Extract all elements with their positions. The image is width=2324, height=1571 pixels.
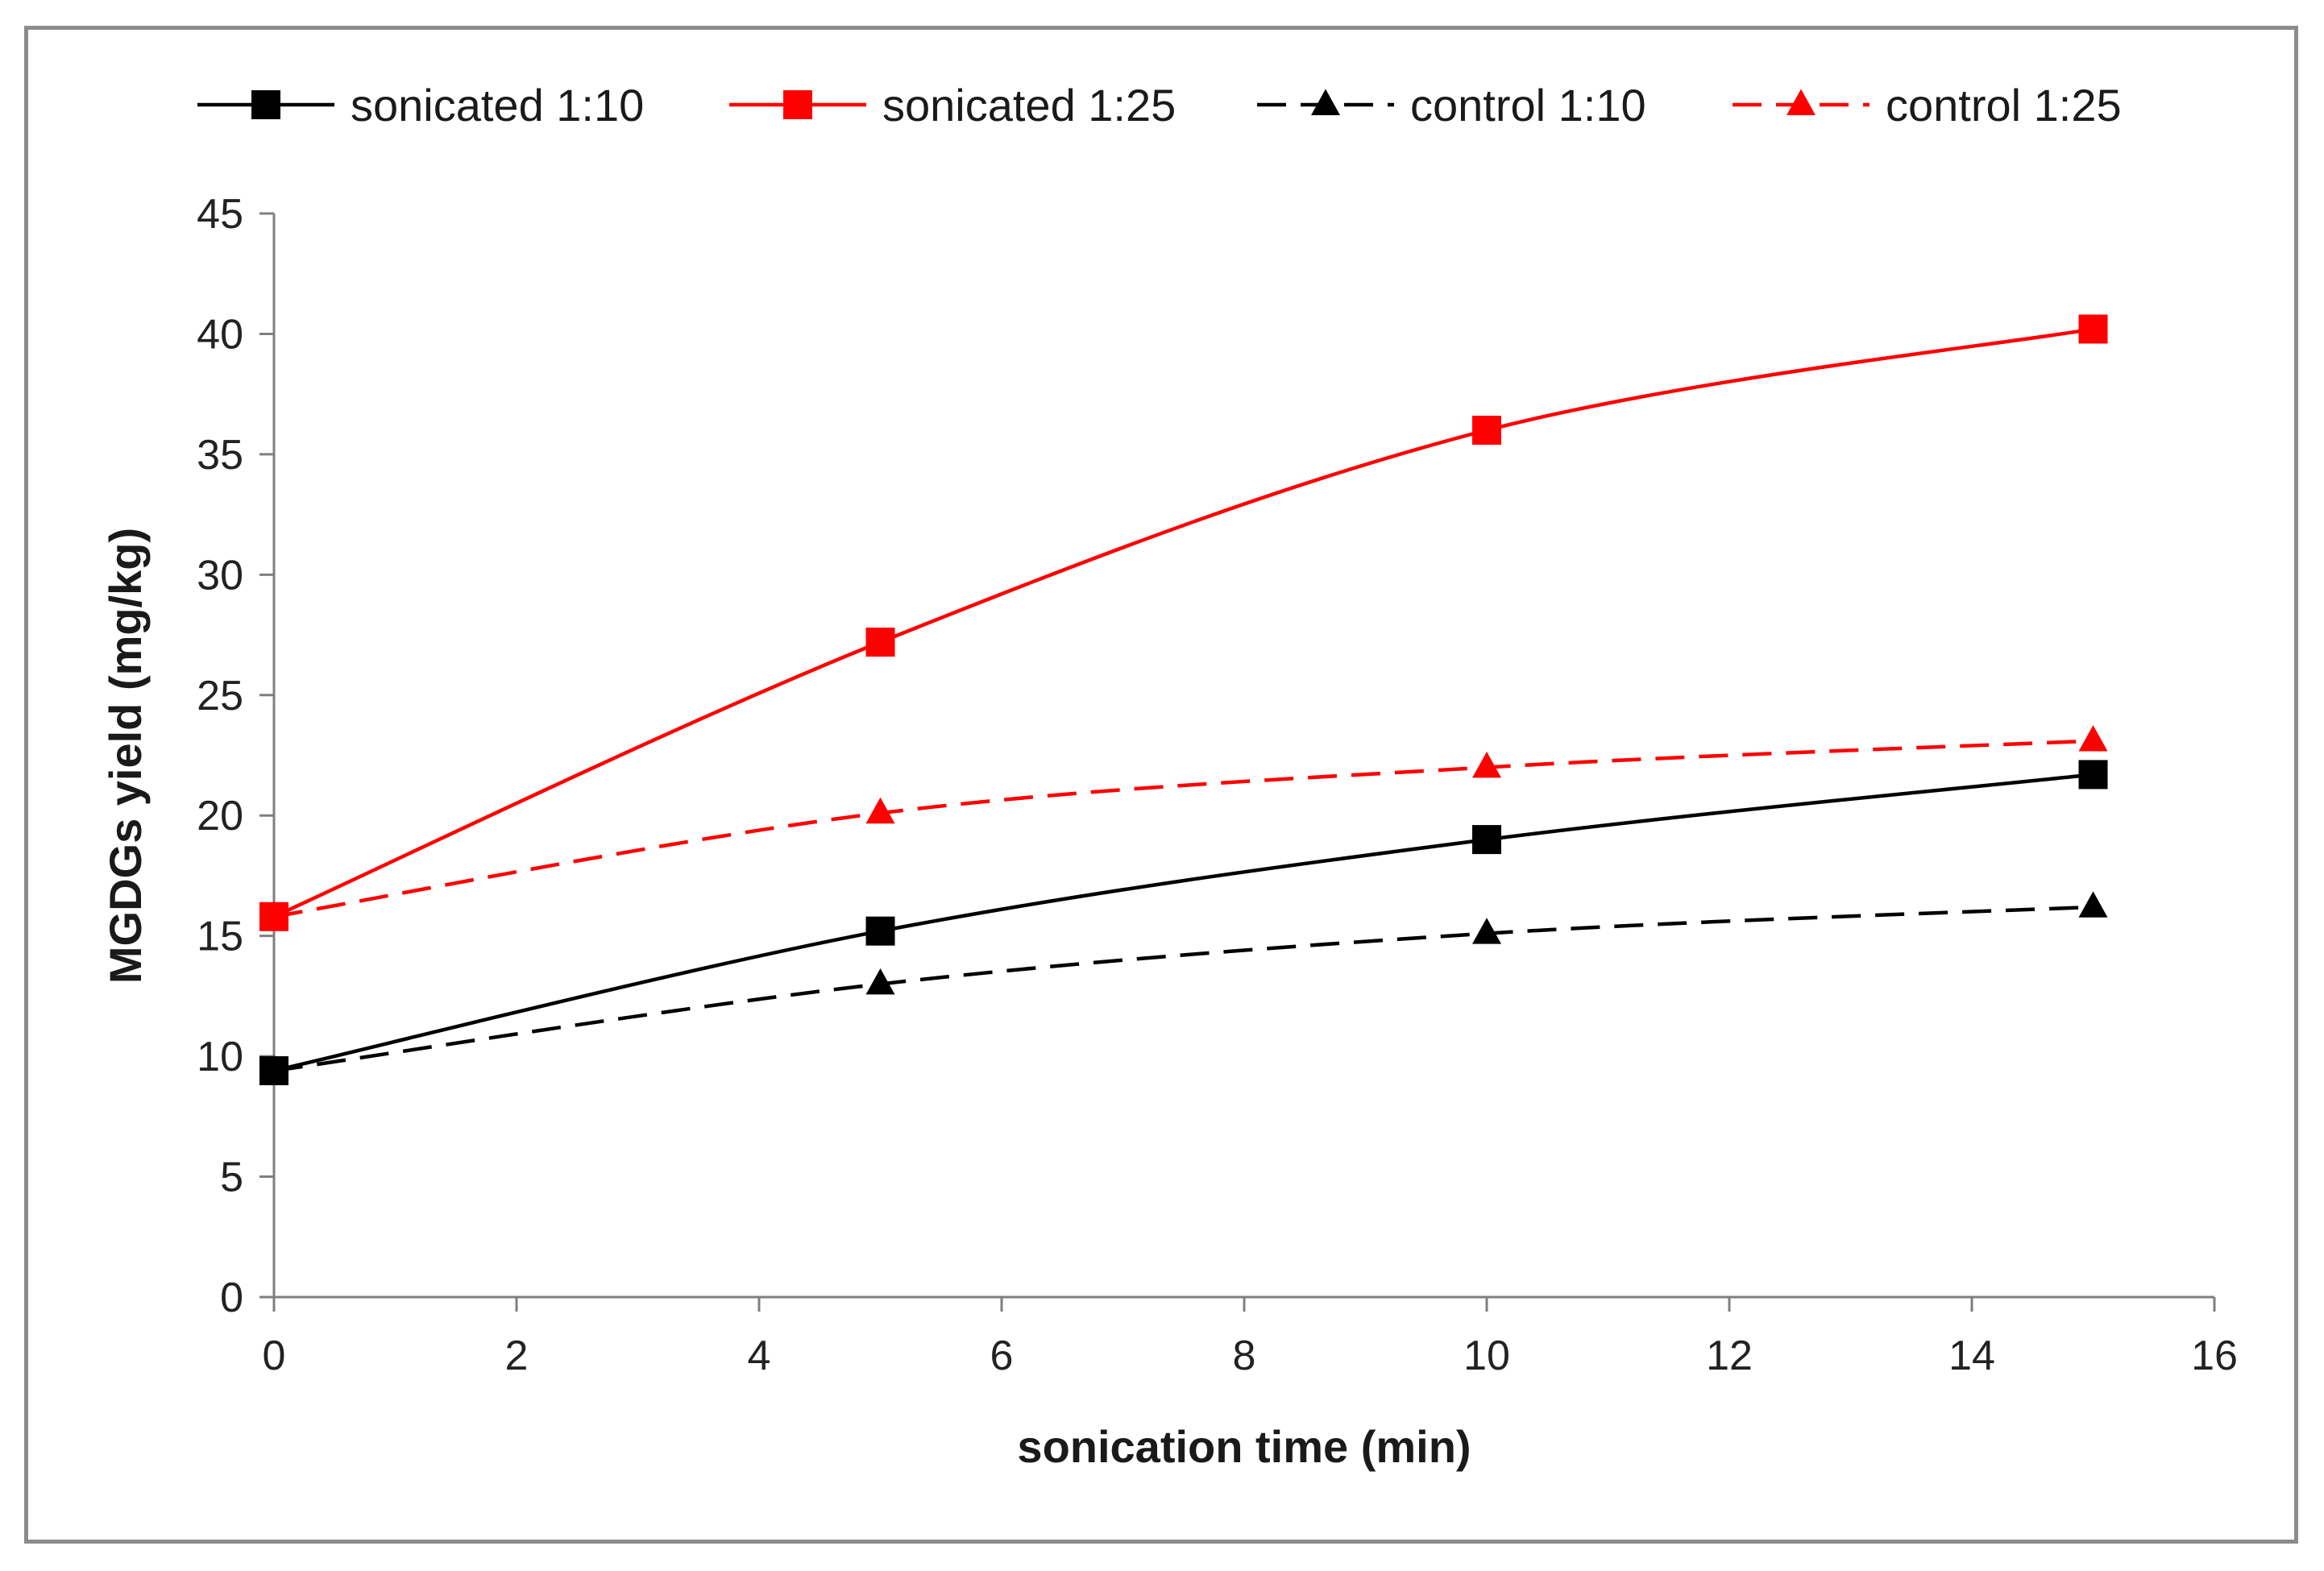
series-line-control-1-10 (273, 905, 2094, 1073)
ticks: 0 5 10 15 20 25 30 35 40 45 0 2 4 6 8 10 12 14 16 (197, 191, 2238, 1379)
data-point-sonicated-1-10 (1472, 825, 1501, 855)
y-tick-label: 45 (197, 191, 243, 238)
legend-marker-sonicated-1-25 (783, 90, 812, 119)
y-tick-label: 35 (197, 432, 243, 479)
data-point-sonicated-1-25 (865, 628, 895, 657)
x-tick-label: 16 (2191, 1333, 2238, 1379)
legend-label-control-1-10: control 1:10 (1410, 80, 1646, 131)
x-tick-label: 6 (990, 1333, 1014, 1379)
x-tick-label: 14 (1948, 1333, 1995, 1379)
axes (272, 213, 2214, 1299)
legend-label-control-1-25: control 1:25 (1886, 80, 2122, 131)
legend-marker-control-1-10 (1311, 89, 1340, 115)
x-axis-title: sonication time (min) (1017, 1421, 1471, 1472)
series-lines (273, 327, 2094, 1073)
data-point-control-1-25 (865, 797, 895, 824)
y-tick-label: 30 (197, 552, 243, 599)
data-point-sonicated-1-25 (1472, 416, 1501, 445)
data-point-control-1-10 (865, 968, 895, 995)
data-point-control-1-10 (1472, 918, 1501, 944)
data-point-sonicated-1-10 (2078, 760, 2108, 790)
y-tick-label: 15 (197, 914, 243, 960)
y-tick-label: 5 (220, 1154, 243, 1201)
data-point-sonicated-1-25 (2078, 314, 2108, 344)
legend-marker-sonicated-1-10 (251, 90, 280, 119)
x-tick-label: 12 (1706, 1333, 1753, 1379)
x-tick-label: 0 (263, 1333, 286, 1379)
series-line-sonicated-1-10 (273, 773, 2094, 1073)
series-line-sonicated-1-25 (273, 327, 2094, 918)
y-tick-label: 10 (197, 1034, 243, 1080)
y-tick-label: 20 (197, 793, 243, 839)
y-axis-title: MGDGs yield (mg/kg) (100, 528, 151, 984)
markers (259, 314, 2108, 1086)
data-point-sonicated-1-10 (865, 916, 895, 946)
chart-frame (24, 26, 2298, 1544)
x-tick-label: 2 (505, 1333, 529, 1379)
y-tick-label: 0 (220, 1275, 243, 1321)
legend: sonicated 1:10 sonicated 1:25 control 1:10… (197, 80, 2122, 131)
x-tick-label: 8 (1233, 1333, 1256, 1379)
x-tick-label: 4 (748, 1333, 771, 1379)
legend-label-sonicated-1-25: sonicated 1:25 (882, 80, 1176, 131)
y-tick-label: 40 (197, 311, 243, 358)
data-point-control-1-25 (2078, 725, 2108, 752)
legend-marker-control-1-25 (1787, 89, 1816, 115)
data-point-sonicated-1-25 (259, 902, 288, 931)
data-point-control-1-25 (1472, 752, 1501, 778)
data-point-sonicated-1-10 (259, 1056, 288, 1086)
y-tick-label: 25 (197, 673, 243, 719)
x-tick-label: 10 (1463, 1333, 1510, 1379)
series-line-control-1-25 (273, 739, 2094, 918)
data-point-control-1-10 (2078, 891, 2108, 918)
legend-label-sonicated-1-10: sonicated 1:10 (351, 80, 644, 131)
